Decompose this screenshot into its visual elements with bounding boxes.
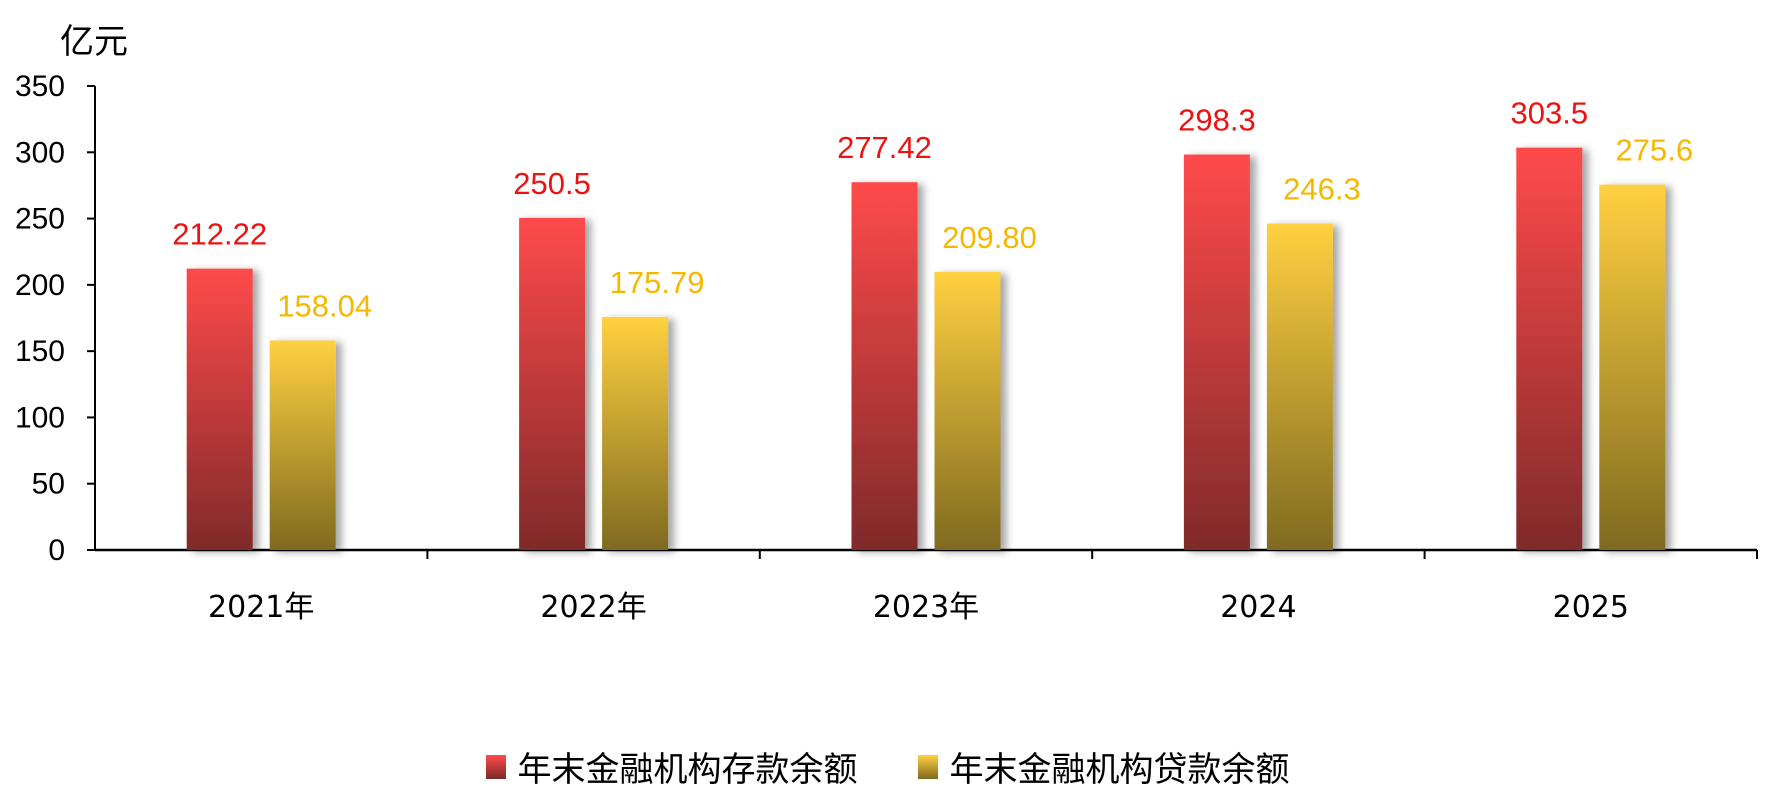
- y-tick-label: 350: [15, 70, 65, 103]
- y-tick-label: 100: [15, 401, 65, 434]
- data-label-deposits: 212.22: [172, 217, 267, 252]
- bar-loans: [1599, 184, 1666, 550]
- bar-loans: [934, 271, 1001, 550]
- bar-deposits: [1516, 147, 1583, 550]
- y-tick-label: 0: [48, 534, 65, 567]
- x-category-label: 2023年: [873, 590, 979, 625]
- bar-deposits: [851, 182, 918, 550]
- legend-label-deposits: 年末金融机构存款余额: [517, 750, 858, 790]
- data-label-deposits: 277.42: [837, 130, 932, 165]
- y-tick-label: 50: [32, 468, 65, 501]
- data-label-loans: 209.80: [942, 220, 1037, 255]
- legend: 年末金融机构存款余额 年末金融机构贷款余额: [0, 742, 1775, 791]
- bar-deposits: [519, 217, 586, 550]
- y-tick-label: 150: [15, 335, 65, 368]
- legend-item-deposits: 年末金融机构存款余额: [485, 742, 858, 791]
- legend-swatch-deposits: [485, 754, 506, 779]
- y-tick-label: 250: [15, 203, 65, 236]
- data-label-loans: 246.3: [1283, 171, 1361, 206]
- x-category-label: 2022年: [540, 590, 646, 625]
- x-category-label: 2024: [1220, 590, 1296, 625]
- bar-loans: [1266, 223, 1333, 551]
- y-axis-unit-label: 亿元: [60, 22, 128, 62]
- bar-loans: [602, 316, 669, 550]
- data-label-loans: 175.79: [610, 265, 705, 300]
- legend-label-loans: 年末金融机构贷款余额: [949, 750, 1290, 790]
- data-label-loans: 275.6: [1616, 133, 1694, 168]
- data-label-deposits: 298.3: [1178, 103, 1256, 138]
- bar-deposits: [1183, 154, 1250, 550]
- data-label-loans: 158.04: [277, 288, 372, 323]
- data-label-deposits: 303.5: [1511, 96, 1589, 131]
- x-category-label: 2025: [1553, 590, 1629, 625]
- y-tick-label: 200: [15, 269, 65, 302]
- legend-swatch-loans: [917, 754, 938, 779]
- legend-item-loans: 年末金融机构贷款余额: [917, 742, 1290, 791]
- bar-loans: [269, 340, 336, 550]
- data-label-deposits: 250.5: [513, 166, 591, 201]
- y-tick-label: 300: [15, 136, 65, 169]
- bar-deposits: [186, 268, 253, 550]
- x-category-label: 2021年: [208, 590, 314, 625]
